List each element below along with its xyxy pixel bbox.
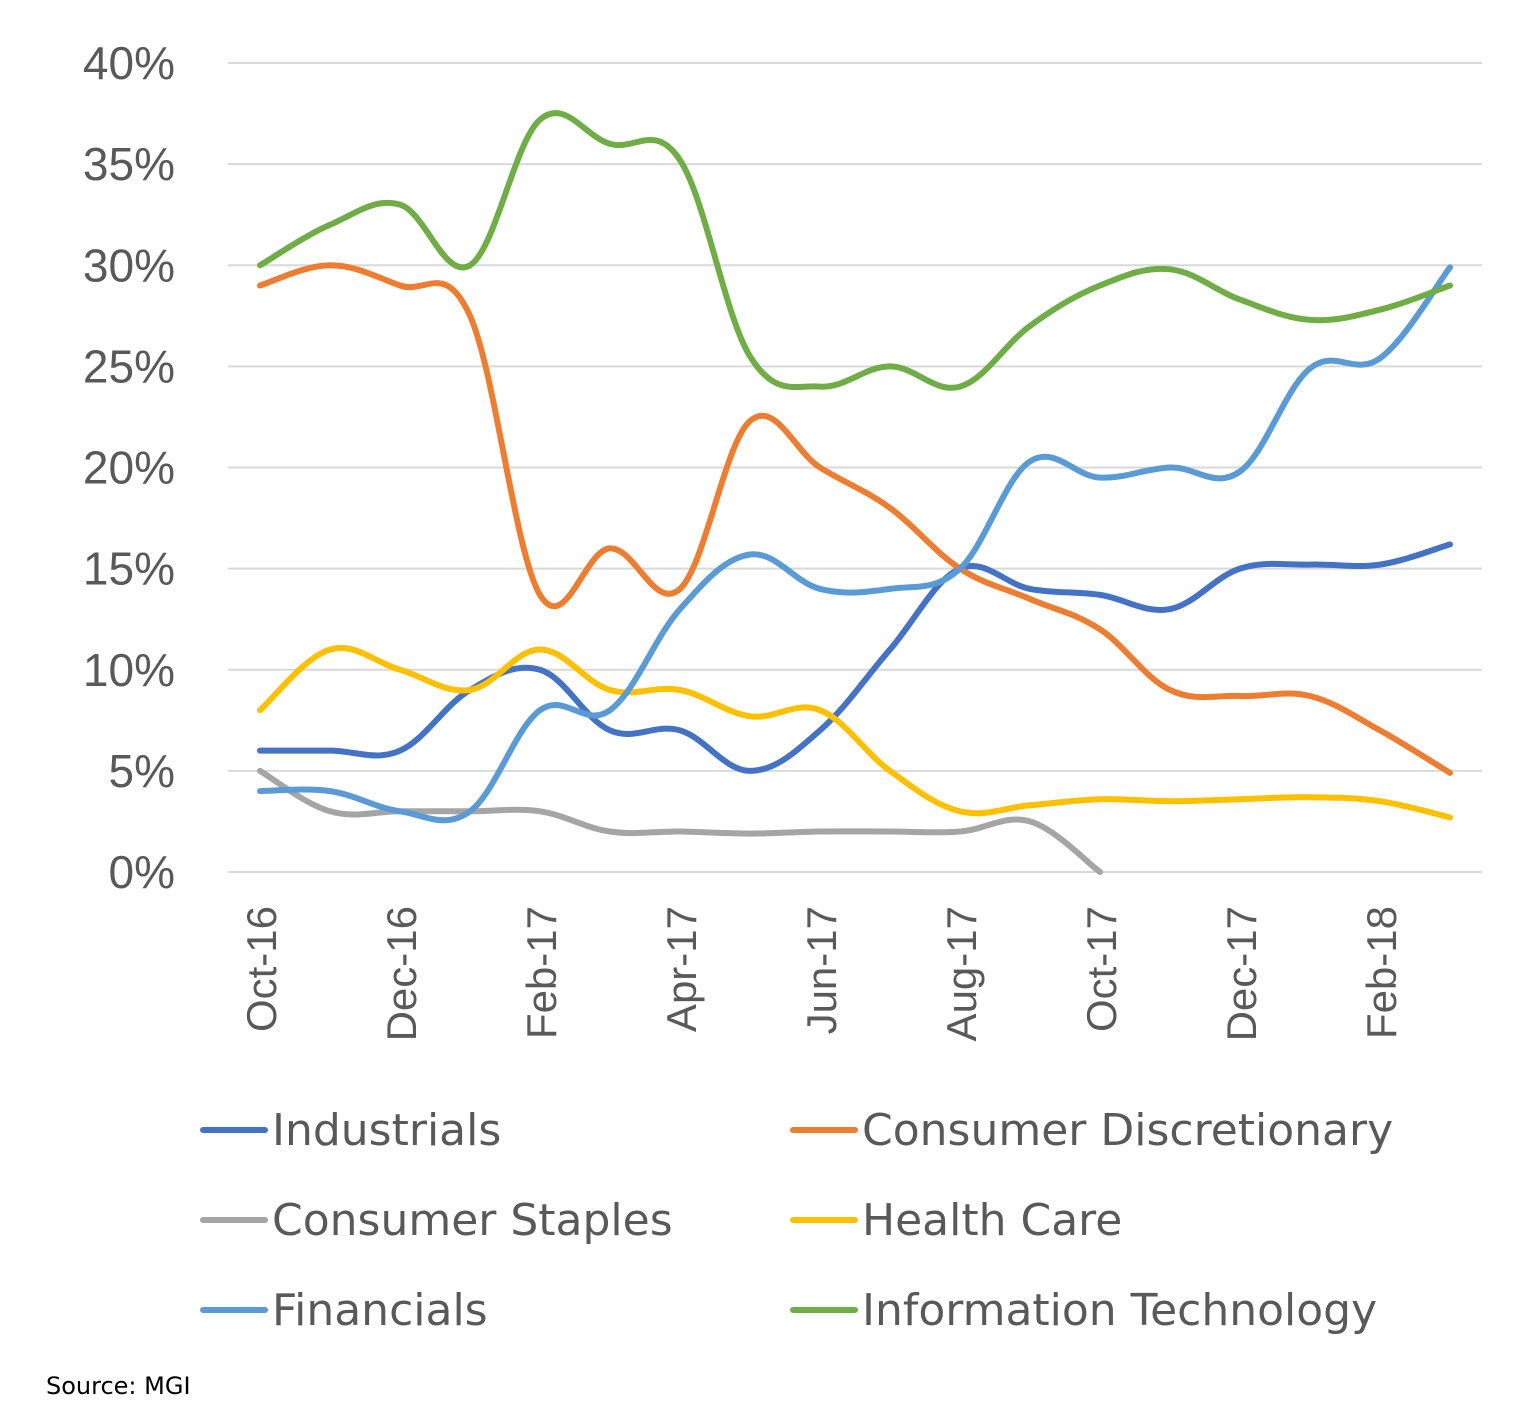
series-line-health-care bbox=[257, 645, 1453, 821]
series-line-consumer-staples bbox=[257, 767, 1103, 875]
legend-label: Financials bbox=[272, 1284, 488, 1336]
gridlines bbox=[228, 62, 1482, 873]
legend-item-consumer-discretionary[interactable]: Consumer Discretionary bbox=[790, 1095, 1393, 1165]
line-chart: 0% 5% 10% 15% 20% 25% 30% 35% 40% Oct-16 Dec-16 Fe… bbox=[83, 37, 1482, 1041]
x-tick-label: Feb-18 bbox=[1358, 906, 1405, 1039]
series-line-information-technology bbox=[257, 110, 1453, 391]
x-axis-ticks: Oct-16 Dec-16 Feb-17 Apr-17 Jun-17 Aug-17 Oct-… bbox=[238, 906, 1405, 1041]
legend-swatch bbox=[790, 1307, 858, 1313]
y-axis-ticks: 0% 5% 10% 15% 20% 25% 30% 35% 40% bbox=[83, 37, 175, 898]
y-tick-label: 20% bbox=[83, 442, 175, 494]
legend-item-financials[interactable]: Financials bbox=[200, 1275, 488, 1345]
x-tick-label: Dec-16 bbox=[378, 906, 425, 1041]
legend-item-information-technology[interactable]: Information Technology bbox=[790, 1275, 1377, 1345]
legend-label: Consumer Staples bbox=[272, 1194, 673, 1246]
legend-label: Health Care bbox=[862, 1194, 1123, 1246]
y-tick-label: 10% bbox=[83, 644, 175, 696]
legend-label: Consumer Discretionary bbox=[862, 1104, 1394, 1156]
legend-item-industrials[interactable]: Industrials bbox=[200, 1095, 501, 1165]
x-tick-label: Oct-17 bbox=[1078, 906, 1125, 1032]
legend-swatch bbox=[200, 1217, 268, 1223]
x-tick-label: Feb-17 bbox=[518, 906, 565, 1039]
y-tick-label: 35% bbox=[83, 138, 175, 190]
x-tick-label: Aug-17 bbox=[938, 906, 985, 1041]
y-tick-label: 5% bbox=[109, 745, 175, 797]
series-lines bbox=[257, 110, 1453, 875]
y-tick-label: 15% bbox=[83, 543, 175, 595]
legend-swatch bbox=[200, 1307, 268, 1313]
series-line-financials bbox=[257, 264, 1453, 824]
y-tick-label: 40% bbox=[83, 37, 175, 89]
legend-label: Information Technology bbox=[862, 1284, 1378, 1336]
y-tick-label: 30% bbox=[83, 239, 175, 291]
source-note: Source: MGI bbox=[46, 1372, 191, 1400]
x-tick-label: Dec-17 bbox=[1218, 906, 1265, 1041]
legend-item-consumer-staples[interactable]: Consumer Staples bbox=[200, 1185, 673, 1255]
x-tick-label: Oct-16 bbox=[238, 906, 285, 1032]
x-tick-label: Jun-17 bbox=[798, 906, 845, 1034]
legend-swatch bbox=[200, 1127, 268, 1133]
y-tick-label: 0% bbox=[109, 846, 175, 898]
series-line-consumer-discretionary bbox=[257, 262, 1453, 776]
y-tick-label: 25% bbox=[83, 340, 175, 392]
legend-item-health-care[interactable]: Health Care bbox=[790, 1185, 1122, 1255]
legend-swatch bbox=[790, 1217, 858, 1223]
x-tick-label: Apr-17 bbox=[658, 906, 705, 1032]
legend-swatch bbox=[790, 1127, 858, 1133]
legend-label: Industrials bbox=[272, 1104, 502, 1156]
